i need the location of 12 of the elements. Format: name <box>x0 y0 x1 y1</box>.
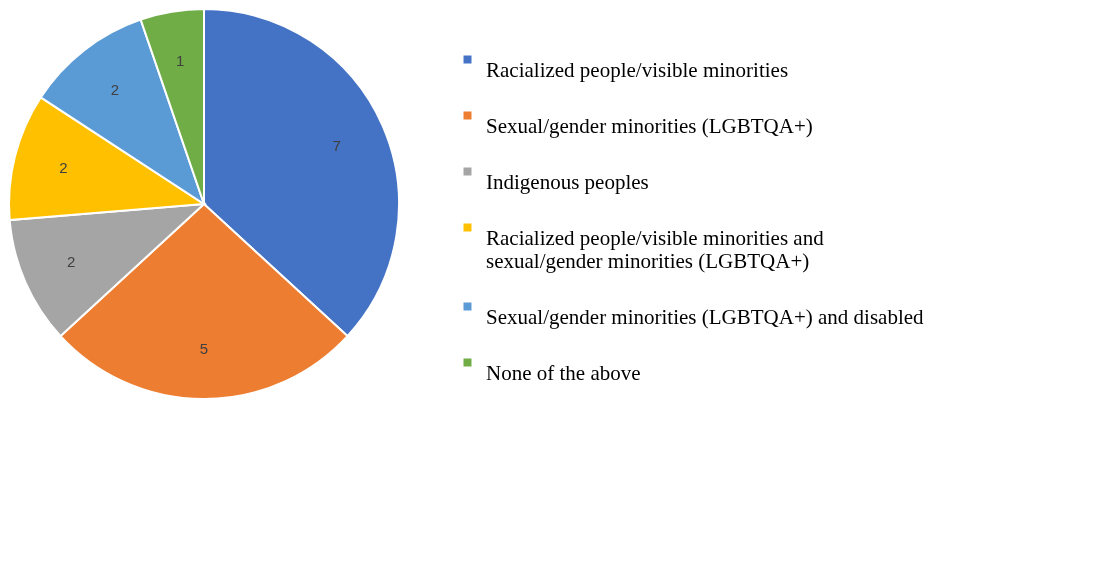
legend-label: Indigenous peoples <box>486 169 649 194</box>
legend-label: Sexual/gender minorities (LGBTQA+) <box>486 113 813 138</box>
data-label: 2 <box>59 159 68 177</box>
data-label: 7 <box>332 136 341 154</box>
legend-label: Racialized people/visible minorities <box>486 57 789 82</box>
legend-label: None of the above <box>486 360 641 385</box>
legend-label: Racialized people/visible minorities and sexual/gender minorities (LGBTQA+) <box>486 225 825 273</box>
legend-label: Sexual/gender minorities (LGBTQA+) and disabled <box>486 304 925 329</box>
data-label: 2 <box>110 80 120 98</box>
data-label: 2 <box>67 253 76 271</box>
data-label: 1 <box>175 51 185 69</box>
data-label: 5 <box>199 340 209 357</box>
